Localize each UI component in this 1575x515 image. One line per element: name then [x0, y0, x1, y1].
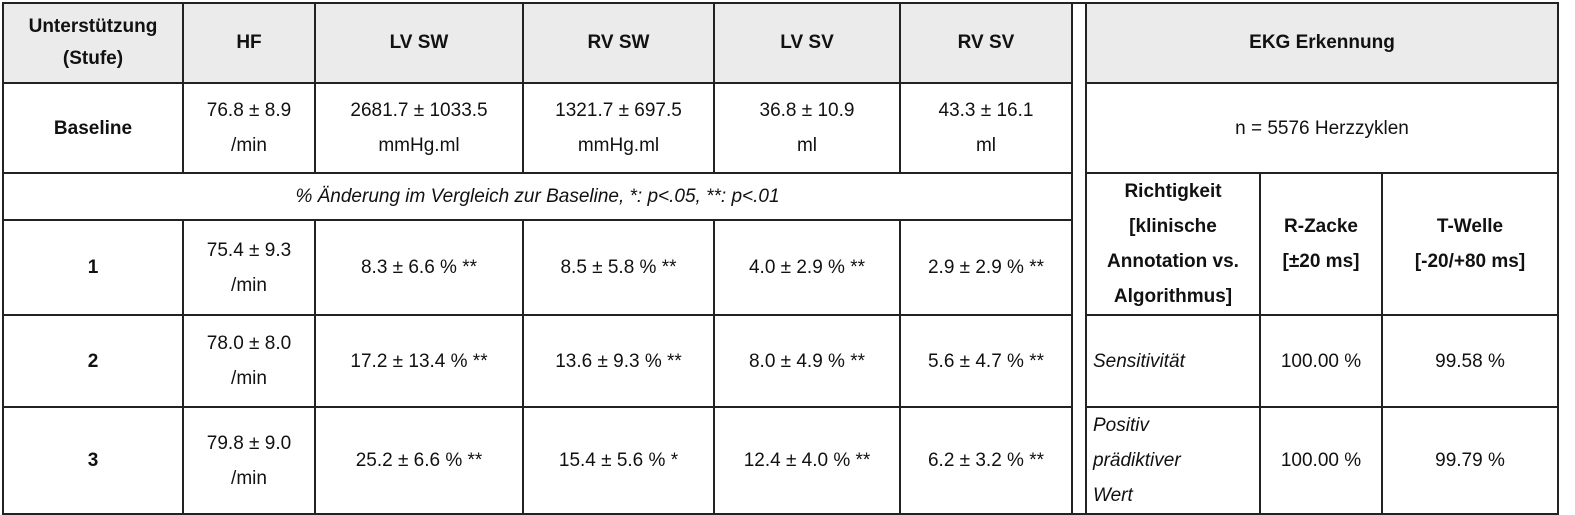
- header-row: Unterstützung (Stufe) HF LV SW RV SW LV …: [2, 2, 1559, 84]
- column-separator: [1071, 83, 1087, 173]
- change-note: % Änderung im Vergleich zur Baseline, *:…: [2, 171, 1073, 222]
- header-lv-sw: LV SW: [314, 2, 524, 84]
- ekg-label-sensitivitaet: Sensitivität: [1085, 314, 1261, 408]
- row-stufe: 1: [2, 219, 184, 316]
- richtigkeit-line-3: Annotation vs.: [1107, 251, 1239, 272]
- t-welle-line-1: T-Welle: [1436, 216, 1504, 237]
- row-lv-sv: 4.0 ± 2.9 % **: [713, 219, 901, 316]
- row-stufe: 2: [2, 314, 184, 408]
- row-rv-sv: 6.2 ± 3.2 % **: [899, 406, 1073, 515]
- ekg-r-zacke-value: 100.00 %: [1259, 314, 1383, 408]
- header-stufe-line-1: Unterstützung: [28, 16, 158, 37]
- baseline-rv-sv-unit: ml: [975, 135, 997, 156]
- header-lv-sv: LV SV: [713, 2, 901, 84]
- ppv-line-1: Positiv: [1093, 415, 1149, 436]
- ekg-header-t-welle: T-Welle [-20/+80 ms]: [1381, 172, 1559, 316]
- baseline-lv-sw-unit: mmHg.ml: [378, 135, 460, 156]
- baseline-hf-value: 76.8 ± 8.9: [206, 100, 292, 121]
- ekg-label-ppv: Positiv prädiktiver Wert: [1085, 406, 1261, 515]
- ekg-t-welle-value: 99.58 %: [1381, 314, 1559, 408]
- row-rv-sw: 13.6 ± 9.3 % **: [522, 314, 715, 408]
- r-zacke-line-2: [±20 ms]: [1282, 251, 1360, 272]
- row-hf-unit: /min: [231, 467, 267, 489]
- row-lv-sw: 25.2 ± 6.6 % **: [314, 406, 524, 515]
- row-hf-value: 78.0 ± 8.0: [206, 333, 292, 354]
- r-zacke-line-1: R-Zacke: [1284, 216, 1358, 237]
- header-hf: HF: [182, 2, 316, 84]
- row-lv-sv: 12.4 ± 4.0 % **: [713, 406, 901, 515]
- baseline-row: Baseline 76.8 ± 8.9 /min 2681.7 ± 1033.5…: [2, 82, 1559, 174]
- richtigkeit-line-2: [klinische: [1129, 216, 1217, 237]
- header-rv-sw: RV SW: [522, 2, 715, 84]
- baseline-label: Baseline: [2, 82, 184, 174]
- baseline-rv-sv-value: 43.3 ± 16.1: [938, 100, 1034, 121]
- richtigkeit-line-4: Algorithmus]: [1113, 286, 1233, 307]
- column-separator: [1071, 2, 1087, 83]
- column-separator: [1071, 315, 1087, 407]
- baseline-lv-sw-value: 2681.7 ± 1033.5: [350, 100, 488, 121]
- column-separator: [1071, 173, 1087, 221]
- row-stufe: 3: [2, 406, 184, 515]
- table-row: 2 78.0 ± 8.0 /min 17.2 ± 13.4 % ** 13.6 …: [2, 314, 1559, 408]
- row-rv-sv: 5.6 ± 4.7 % **: [899, 314, 1073, 408]
- baseline-rv-sv: 43.3 ± 16.1 ml: [899, 82, 1073, 174]
- row-hf: 75.4 ± 9.3 /min: [182, 219, 316, 316]
- baseline-lv-sv: 36.8 ± 10.9 ml: [713, 82, 901, 174]
- row-lv-sv: 8.0 ± 4.9 % **: [713, 314, 901, 408]
- baseline-rv-sw-value: 1321.7 ± 697.5: [555, 100, 682, 121]
- row-lv-sw: 17.2 ± 13.4 % **: [314, 314, 524, 408]
- header-rv-sv: RV SV: [899, 2, 1073, 84]
- ekg-header-r-zacke: R-Zacke [±20 ms]: [1259, 172, 1383, 316]
- ppv-line-3: Wert: [1093, 485, 1133, 506]
- row-hf: 78.0 ± 8.0 /min: [182, 314, 316, 408]
- note-row: % Änderung im Vergleich zur Baseline, *:…: [2, 171, 1559, 316]
- row-hf-value: 75.4 ± 9.3: [206, 239, 292, 261]
- row-rv-sw: 8.5 ± 5.8 % **: [522, 219, 715, 316]
- row-rv-sw: 15.4 ± 5.6 % *: [522, 406, 715, 515]
- baseline-lv-sv-value: 36.8 ± 10.9: [759, 100, 855, 121]
- baseline-lv-sv-unit: ml: [796, 135, 818, 156]
- header-stufe-line-2: (Stufe): [62, 48, 124, 69]
- row-hf-value: 79.8 ± 9.0: [206, 432, 292, 454]
- baseline-rv-sw-unit: mmHg.ml: [577, 135, 660, 156]
- header-ekg: EKG Erkennung: [1085, 2, 1559, 84]
- table-row: 1 75.4 ± 9.3 /min 8.3 ± 6.6 % ** 8.5 ± 5…: [2, 219, 1558, 316]
- baseline-hf: 76.8 ± 8.9 /min: [182, 82, 316, 174]
- ekg-header-richtigkeit: Richtigkeit [klinische Annotation vs. Al…: [1085, 172, 1261, 316]
- row-hf-unit: /min: [231, 368, 267, 389]
- header-stufe: Unterstützung (Stufe): [2, 2, 184, 84]
- t-welle-line-2: [-20/+80 ms]: [1414, 251, 1526, 272]
- row-hf: 79.8 ± 9.0 /min: [182, 406, 316, 515]
- baseline-rv-sw: 1321.7 ± 697.5 mmHg.ml: [522, 82, 715, 174]
- sensitivitaet-line: Sensitivität: [1093, 350, 1185, 372]
- ekg-r-zacke-value: 100.00 %: [1259, 406, 1383, 515]
- column-separator: [1071, 407, 1087, 515]
- richtigkeit-line-1: Richtigkeit: [1124, 181, 1222, 202]
- ppv-line-2: prädiktiver: [1093, 450, 1181, 471]
- row-hf-unit: /min: [231, 274, 267, 296]
- baseline-hf-unit: /min: [231, 135, 267, 156]
- row-rv-sv: 2.9 ± 2.9 % **: [899, 219, 1073, 316]
- baseline-ekg-count: n = 5576 Herzzyklen: [1085, 82, 1559, 174]
- table-row: 3 79.8 ± 9.0 /min 25.2 ± 6.6 % ** 15.4 ±…: [2, 406, 1559, 515]
- row-lv-sw: 8.3 ± 6.6 % **: [314, 219, 524, 316]
- baseline-lv-sw: 2681.7 ± 1033.5 mmHg.ml: [314, 82, 524, 174]
- ekg-t-welle-value: 99.79 %: [1381, 406, 1559, 515]
- column-separator: [1071, 220, 1087, 315]
